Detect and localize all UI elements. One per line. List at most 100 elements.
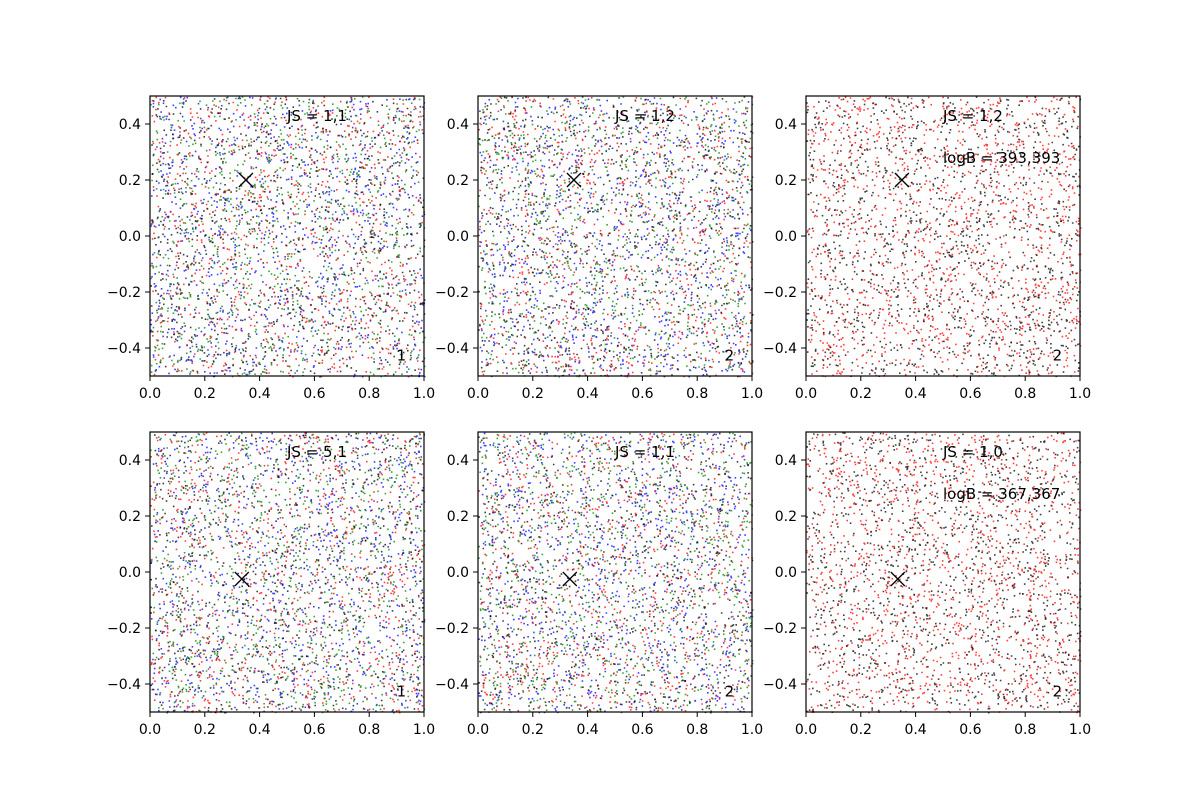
y-axis: −0.4 −0.2 0.0 0.2 0.4	[435, 117, 478, 357]
x-tick-label: 0.8	[358, 386, 380, 402]
x-tick-label: 1.0	[413, 386, 435, 402]
x-tick-label: 1.0	[741, 722, 763, 738]
y-tick-label: 0.4	[119, 453, 141, 469]
y-tick-label: 0.0	[447, 229, 469, 245]
x-marker	[238, 172, 254, 188]
x-tick-label: 0.4	[248, 386, 270, 402]
x-tick-label: 0.4	[576, 386, 598, 402]
y-tick-label: −0.4	[435, 677, 469, 693]
x-axis: 0.0 0.2 0.4 0.6 0.8 1.0	[795, 712, 1091, 738]
x-tick-label: 0.0	[139, 722, 161, 738]
y-tick-label: 0.2	[447, 173, 469, 189]
subplot-1: 0.0 0.2 0.4 0.6 0.8 1.0 −0.4 −0.2 0.0 0.2 0.4 JS …	[107, 95, 435, 402]
x-tick-label: 0.8	[1014, 722, 1036, 738]
y-tick-label: 0.4	[119, 117, 141, 133]
x-tick-label: 0.2	[522, 722, 544, 738]
x-tick-label: 0.6	[631, 722, 653, 738]
x-tick-label: 0.4	[576, 722, 598, 738]
y-tick-label: 0.0	[775, 229, 797, 245]
x-tick-label: 0.2	[194, 386, 216, 402]
scatter-series-4	[150, 97, 426, 378]
y-tick-label: −0.4	[435, 341, 469, 357]
y-tick-label: −0.4	[107, 677, 141, 693]
corner-label: 1	[397, 347, 407, 365]
x-axis: 0.0 0.2 0.4 0.6 0.8 1.0	[467, 376, 763, 402]
x-tick-label: 1.0	[741, 386, 763, 402]
y-tick-label: −0.4	[107, 341, 141, 357]
y-tick-label: −0.4	[763, 677, 797, 693]
x-tick-label: 0.6	[631, 386, 653, 402]
scatter-points	[150, 96, 426, 378]
x-tick-label: 0.0	[795, 722, 817, 738]
x-tick-label: 0.2	[522, 386, 544, 402]
y-tick-label: −0.2	[107, 285, 141, 301]
y-tick-label: 0.2	[775, 509, 797, 525]
x-tick-label: 0.0	[795, 386, 817, 402]
x-axis: 0.0 0.2 0.4 0.6 0.8 1.0	[467, 712, 763, 738]
x-tick-label: 0.6	[959, 722, 981, 738]
annotation-js: JS = 1,2	[614, 107, 675, 125]
x-tick-label: 1.0	[1069, 722, 1091, 738]
annotation-js: JS = 1,1	[286, 107, 347, 125]
x-tick-label: 0.6	[959, 386, 981, 402]
scatter-series-4	[478, 432, 754, 714]
subplot-4: 0.0 0.2 0.4 0.6 0.8 1.0 −0.4 −0.2 0.0 0.2 0.4 JS …	[107, 431, 435, 738]
y-tick-label: 0.2	[447, 509, 469, 525]
corner-label: 2	[725, 347, 735, 365]
corner-label: 2	[1053, 683, 1063, 701]
y-axis: −0.4 −0.2 0.0 0.2 0.4	[763, 117, 806, 357]
corner-label: 2	[725, 683, 735, 701]
x-tick-label: 0.6	[303, 722, 325, 738]
y-tick-label: 0.0	[119, 565, 141, 581]
annotation-js: JS = 1,1	[614, 443, 675, 461]
x-axis: 0.0 0.2 0.4 0.6 0.8 1.0	[795, 376, 1091, 402]
x-tick-label: 0.2	[850, 722, 872, 738]
subplot-2: 0.0 0.2 0.4 0.6 0.8 1.0 −0.4 −0.2 0.0 0.2 0.4 JS …	[435, 95, 763, 402]
scatter-series-3	[150, 96, 426, 378]
x-tick-label: 1.0	[413, 722, 435, 738]
x-tick-label: 0.0	[467, 722, 489, 738]
x-marker-stroke	[234, 571, 250, 587]
x-tick-label: 0.0	[467, 386, 489, 402]
y-tick-label: 0.2	[119, 509, 141, 525]
subplot-6: 0.0 0.2 0.4 0.6 0.8 1.0 −0.4 −0.2 0.0 0.2 0.4 JS …	[763, 431, 1091, 738]
x-marker	[890, 571, 906, 587]
x-marker	[566, 172, 582, 188]
scatter-series-1	[806, 432, 1082, 714]
x-marker	[234, 571, 250, 587]
scatter-points	[806, 432, 1082, 714]
scatter-series-2	[150, 96, 425, 378]
x-marker-stroke	[238, 172, 254, 188]
x-tick-label: 0.8	[1014, 386, 1036, 402]
scatter-series-1	[479, 97, 754, 378]
x-tick-label: 0.0	[139, 386, 161, 402]
x-tick-label: 0.8	[686, 386, 708, 402]
annotation-js: JS = 1,2	[942, 107, 1003, 125]
scatter-series-3	[150, 432, 426, 714]
x-tick-label: 1.0	[1069, 386, 1091, 402]
y-tick-label: 0.2	[775, 173, 797, 189]
corner-label: 1	[397, 683, 407, 701]
y-tick-label: 0.2	[119, 173, 141, 189]
x-tick-label: 0.2	[850, 386, 872, 402]
y-axis: −0.4 −0.2 0.0 0.2 0.4	[435, 453, 478, 693]
scatter-points	[478, 432, 754, 714]
y-tick-label: 0.4	[775, 117, 797, 133]
y-tick-label: 0.4	[447, 453, 469, 469]
y-tick-label: 0.0	[447, 565, 469, 581]
x-tick-label: 0.2	[194, 722, 216, 738]
y-axis: −0.4 −0.2 0.0 0.2 0.4	[763, 453, 806, 693]
y-tick-label: 0.4	[447, 117, 469, 133]
y-axis: −0.4 −0.2 0.0 0.2 0.4	[107, 117, 150, 357]
x-tick-label: 0.8	[686, 722, 708, 738]
x-axis: 0.0 0.2 0.4 0.6 0.8 1.0	[139, 376, 435, 402]
scatter-points	[150, 432, 426, 714]
y-tick-label: −0.4	[763, 341, 797, 357]
x-marker-stroke	[890, 571, 906, 587]
y-tick-label: −0.2	[763, 621, 797, 637]
x-tick-label: 0.4	[248, 722, 270, 738]
scatter-series-2	[806, 432, 1082, 714]
subplot-5: 0.0 0.2 0.4 0.6 0.8 1.0 −0.4 −0.2 0.0 0.2 0.4 JS …	[435, 431, 763, 738]
y-tick-label: −0.2	[435, 621, 469, 637]
